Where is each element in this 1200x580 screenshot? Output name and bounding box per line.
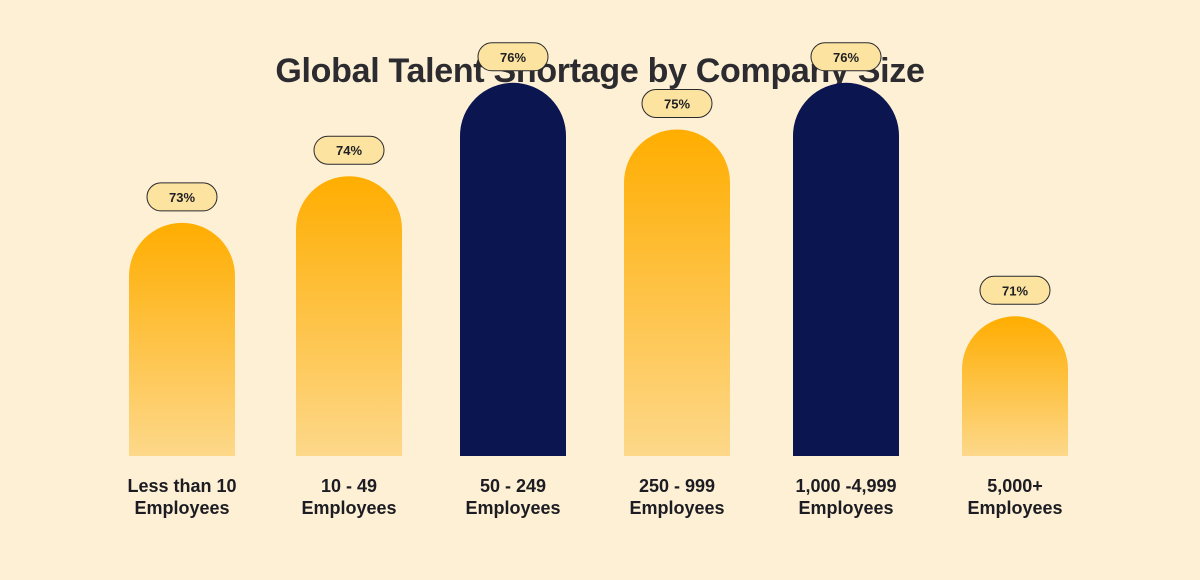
- value-label-3: 76%: [500, 50, 526, 65]
- bar-3: [460, 82, 566, 457]
- category-label-5-line-2: Employees: [798, 498, 893, 518]
- category-label-6-line-2: Employees: [967, 498, 1062, 518]
- category-label-5-line-1: 1,000 -4,999: [795, 476, 896, 496]
- bar-2: [296, 176, 402, 456]
- value-label-6: 71%: [1002, 283, 1028, 298]
- value-pill-5: [810, 42, 882, 72]
- bar-6: [962, 316, 1068, 456]
- value-pill-3: [477, 42, 549, 72]
- category-label-2-line-1: 10 - 49: [321, 476, 377, 496]
- value-label-4: 75%: [664, 97, 690, 112]
- value-pill-4: [641, 89, 713, 118]
- bar-5: [793, 82, 899, 457]
- bar-1: [129, 222, 235, 456]
- value-pill-2: [313, 135, 385, 165]
- value-label-5: 76%: [833, 50, 859, 65]
- value-label-1: 73%: [169, 190, 195, 205]
- category-label-6-line-1: 5,000+: [987, 476, 1043, 496]
- value-pill-6: [979, 275, 1051, 305]
- category-label-3-line-1: 50 - 249: [480, 476, 546, 496]
- category-label-4-line-1: 250 - 999: [639, 476, 715, 496]
- category-label-4-line-2: Employees: [629, 498, 724, 518]
- value-pill-1: [146, 182, 218, 212]
- value-label-2: 74%: [336, 143, 362, 158]
- bar-4: [624, 129, 730, 456]
- category-label-3-line-2: Employees: [465, 498, 560, 518]
- category-label-1-line-2: Employees: [134, 498, 229, 518]
- category-label-2-line-2: Employees: [301, 498, 396, 518]
- category-label-1-line-1: Less than 10: [127, 476, 236, 496]
